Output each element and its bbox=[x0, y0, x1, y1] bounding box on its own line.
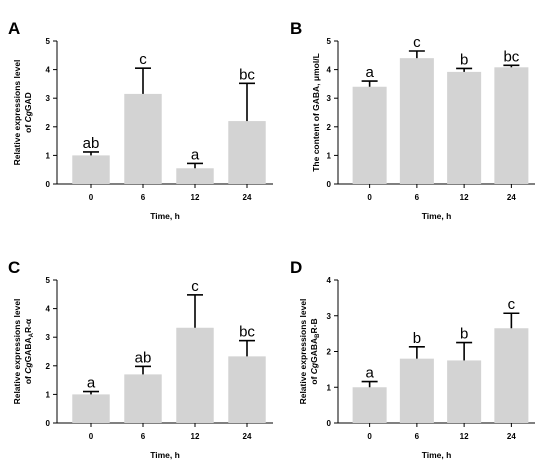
bar bbox=[72, 155, 110, 184]
y-tick-label: 2 bbox=[327, 348, 332, 357]
y-tick-label: 1 bbox=[327, 383, 332, 392]
panel-label: D bbox=[290, 258, 302, 277]
y-tick-label: 1 bbox=[327, 151, 332, 160]
x-tick-label: 24 bbox=[243, 193, 252, 202]
x-tick-label: 24 bbox=[507, 193, 516, 202]
x-tick-label: 0 bbox=[89, 193, 94, 202]
y-tick-label: 4 bbox=[327, 66, 332, 75]
significance-label: b bbox=[413, 330, 421, 347]
x-tick-label: 24 bbox=[507, 432, 516, 441]
y-tick-label: 5 bbox=[327, 37, 332, 46]
y-tick-label: 1 bbox=[46, 151, 51, 160]
significance-label: c bbox=[413, 34, 421, 51]
significance-label: a bbox=[191, 146, 200, 163]
bar bbox=[176, 327, 214, 423]
x-tick-label: 0 bbox=[89, 432, 94, 441]
y-axis-title: of CgGAD bbox=[23, 92, 33, 133]
y-tick-label: 3 bbox=[46, 333, 51, 342]
panel-label: B bbox=[290, 19, 302, 38]
y-axis-title: Relative expressions level bbox=[12, 299, 22, 405]
significance-label: c bbox=[139, 51, 147, 68]
x-axis-title: Time, h bbox=[150, 211, 180, 221]
y-tick-label: 4 bbox=[46, 305, 51, 314]
y-tick-label: 2 bbox=[46, 362, 51, 371]
y-tick-label: 5 bbox=[46, 37, 51, 46]
bar bbox=[176, 168, 214, 184]
y-tick-label: 3 bbox=[327, 94, 332, 103]
y-tick-label: 3 bbox=[46, 94, 51, 103]
x-tick-label: 6 bbox=[415, 193, 420, 202]
y-tick-label: 0 bbox=[46, 180, 51, 189]
y-tick-label: 0 bbox=[327, 180, 332, 189]
significance-label: c bbox=[191, 278, 199, 295]
bar bbox=[494, 328, 529, 423]
y-axis-title: Relative expressions level bbox=[12, 60, 22, 166]
bar bbox=[494, 67, 529, 184]
panel-label: C bbox=[8, 258, 20, 277]
significance-label: bc bbox=[503, 48, 519, 65]
y-tick-label: 4 bbox=[46, 66, 51, 75]
significance-label: bc bbox=[239, 324, 255, 341]
bar bbox=[352, 86, 387, 184]
y-axis-title: The content of GABA, μmol/L bbox=[311, 53, 321, 172]
x-axis-title: Time, h bbox=[422, 450, 452, 460]
y-tick-label: 4 bbox=[327, 276, 332, 285]
y-tick-label: 0 bbox=[46, 419, 51, 428]
significance-label: a bbox=[87, 375, 96, 392]
significance-label: c bbox=[508, 296, 516, 313]
x-axis-title: Time, h bbox=[422, 211, 452, 221]
y-axis-title: Relative expressions level bbox=[298, 299, 308, 405]
significance-label: a bbox=[365, 64, 374, 81]
x-tick-label: 6 bbox=[141, 432, 146, 441]
bar bbox=[447, 360, 482, 423]
y-tick-label: 0 bbox=[327, 419, 332, 428]
bar bbox=[399, 358, 434, 423]
significance-label: ab bbox=[135, 349, 152, 366]
y-axis-title: of CgGABAAR-α bbox=[23, 318, 35, 384]
x-tick-label: 6 bbox=[141, 193, 146, 202]
bar bbox=[124, 374, 162, 423]
panel-label: A bbox=[8, 19, 20, 38]
x-tick-label: 0 bbox=[367, 432, 372, 441]
x-tick-label: 0 bbox=[367, 193, 372, 202]
bar bbox=[124, 93, 162, 184]
bar bbox=[228, 356, 266, 423]
y-tick-label: 2 bbox=[327, 123, 332, 132]
significance-label: bc bbox=[239, 66, 255, 83]
x-tick-label: 6 bbox=[415, 432, 420, 441]
y-tick-label: 3 bbox=[327, 312, 332, 321]
x-tick-label: 24 bbox=[243, 432, 252, 441]
bar bbox=[72, 394, 110, 423]
significance-label: ab bbox=[83, 135, 100, 152]
significance-label: a bbox=[365, 365, 374, 382]
bar bbox=[399, 58, 434, 184]
x-tick-label: 12 bbox=[191, 193, 200, 202]
significance-label: b bbox=[460, 51, 468, 68]
bar bbox=[228, 121, 266, 184]
y-tick-label: 1 bbox=[46, 390, 51, 399]
y-axis-title: of CgGABABR-B bbox=[309, 318, 321, 384]
bar bbox=[447, 71, 482, 184]
y-tick-label: 5 bbox=[46, 276, 51, 285]
x-tick-label: 12 bbox=[460, 432, 469, 441]
x-axis-title: Time, h bbox=[150, 450, 180, 460]
x-tick-label: 12 bbox=[460, 193, 469, 202]
bar bbox=[352, 387, 387, 423]
x-tick-label: 12 bbox=[191, 432, 200, 441]
y-tick-label: 2 bbox=[46, 123, 51, 132]
significance-label: b bbox=[460, 326, 468, 343]
